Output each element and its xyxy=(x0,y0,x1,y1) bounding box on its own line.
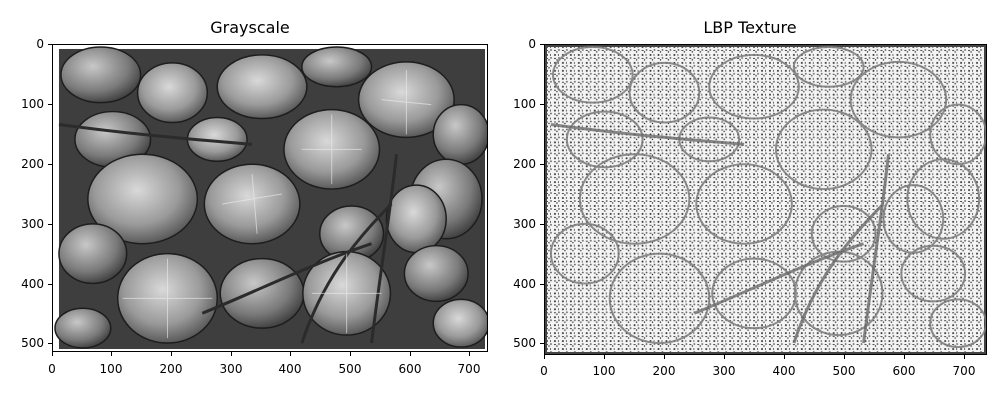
grayscale-axes xyxy=(52,44,488,352)
y-tickmark xyxy=(540,44,544,45)
x-tick-label: 300 xyxy=(219,362,243,376)
x-tick-label: 500 xyxy=(832,364,856,378)
y-tick-label: 0 xyxy=(36,37,44,51)
x-tickmark xyxy=(664,355,665,359)
lbp-image xyxy=(545,45,986,354)
y-tickmark xyxy=(540,343,544,344)
y-tickmark xyxy=(48,284,52,285)
y-tick-label: 100 xyxy=(513,97,536,111)
x-tickmark xyxy=(171,352,172,356)
y-tick-label: 200 xyxy=(21,157,44,171)
y-tick-label: 300 xyxy=(513,217,536,231)
x-tick-label: 0 xyxy=(48,362,56,376)
x-tick-label: 700 xyxy=(952,364,976,378)
x-tickmark xyxy=(904,355,905,359)
y-tick-label: 100 xyxy=(21,97,44,111)
lbp-title: LBP Texture xyxy=(703,18,797,37)
x-tick-label: 0 xyxy=(540,364,548,378)
grayscale-panel: Grayscale xyxy=(21,18,488,376)
x-tick-label: 700 xyxy=(457,362,481,376)
y-tickmark xyxy=(48,44,52,45)
y-tickmark xyxy=(48,224,52,225)
lbp-panel: LBP Texture xyxy=(500,0,1000,400)
x-tick-label: 100 xyxy=(592,364,616,378)
x-tickmark xyxy=(52,352,53,356)
y-tickmark xyxy=(540,284,544,285)
x-tickmark xyxy=(350,352,351,356)
y-tick-label: 0 xyxy=(528,37,536,51)
x-tickmark xyxy=(544,355,545,359)
x-tick-label: 200 xyxy=(159,362,183,376)
x-tickmark xyxy=(111,352,112,356)
x-tickmark xyxy=(410,352,411,356)
x-tickmark xyxy=(964,355,965,359)
y-tick-label: 300 xyxy=(21,217,44,231)
y-tickmark xyxy=(48,164,52,165)
x-tick-label: 200 xyxy=(652,364,676,378)
x-tickmark xyxy=(724,355,725,359)
x-tick-label: 100 xyxy=(99,362,123,376)
y-tick-label: 200 xyxy=(513,157,536,171)
x-tickmark xyxy=(844,355,845,359)
y-tick-label: 400 xyxy=(21,277,44,291)
y-tickmark xyxy=(48,343,52,344)
x-tick-label: 400 xyxy=(278,362,302,376)
y-tick-label: 500 xyxy=(513,336,536,350)
x-tickmark xyxy=(290,352,291,356)
y-tickmark xyxy=(540,164,544,165)
y-tickmark xyxy=(540,104,544,105)
y-tickmark xyxy=(48,104,52,105)
x-tick-label: 300 xyxy=(712,364,736,378)
x-tick-label: 600 xyxy=(892,364,916,378)
y-tick-label: 500 xyxy=(21,336,44,350)
x-tickmark xyxy=(231,352,232,356)
grayscale-image xyxy=(53,45,487,351)
x-tick-label: 500 xyxy=(338,362,362,376)
x-tickmark xyxy=(469,352,470,356)
x-tick-label: 600 xyxy=(398,362,422,376)
x-tickmark xyxy=(784,355,785,359)
y-tick-label: 400 xyxy=(513,277,536,291)
lbp-texture-image xyxy=(545,45,986,354)
y-tickmark xyxy=(540,224,544,225)
x-tick-label: 400 xyxy=(772,364,796,378)
grayscale-title: Grayscale xyxy=(210,18,290,37)
grayscale-leaves-image xyxy=(53,45,487,351)
x-tickmark xyxy=(604,355,605,359)
lbp-axes xyxy=(544,44,987,355)
